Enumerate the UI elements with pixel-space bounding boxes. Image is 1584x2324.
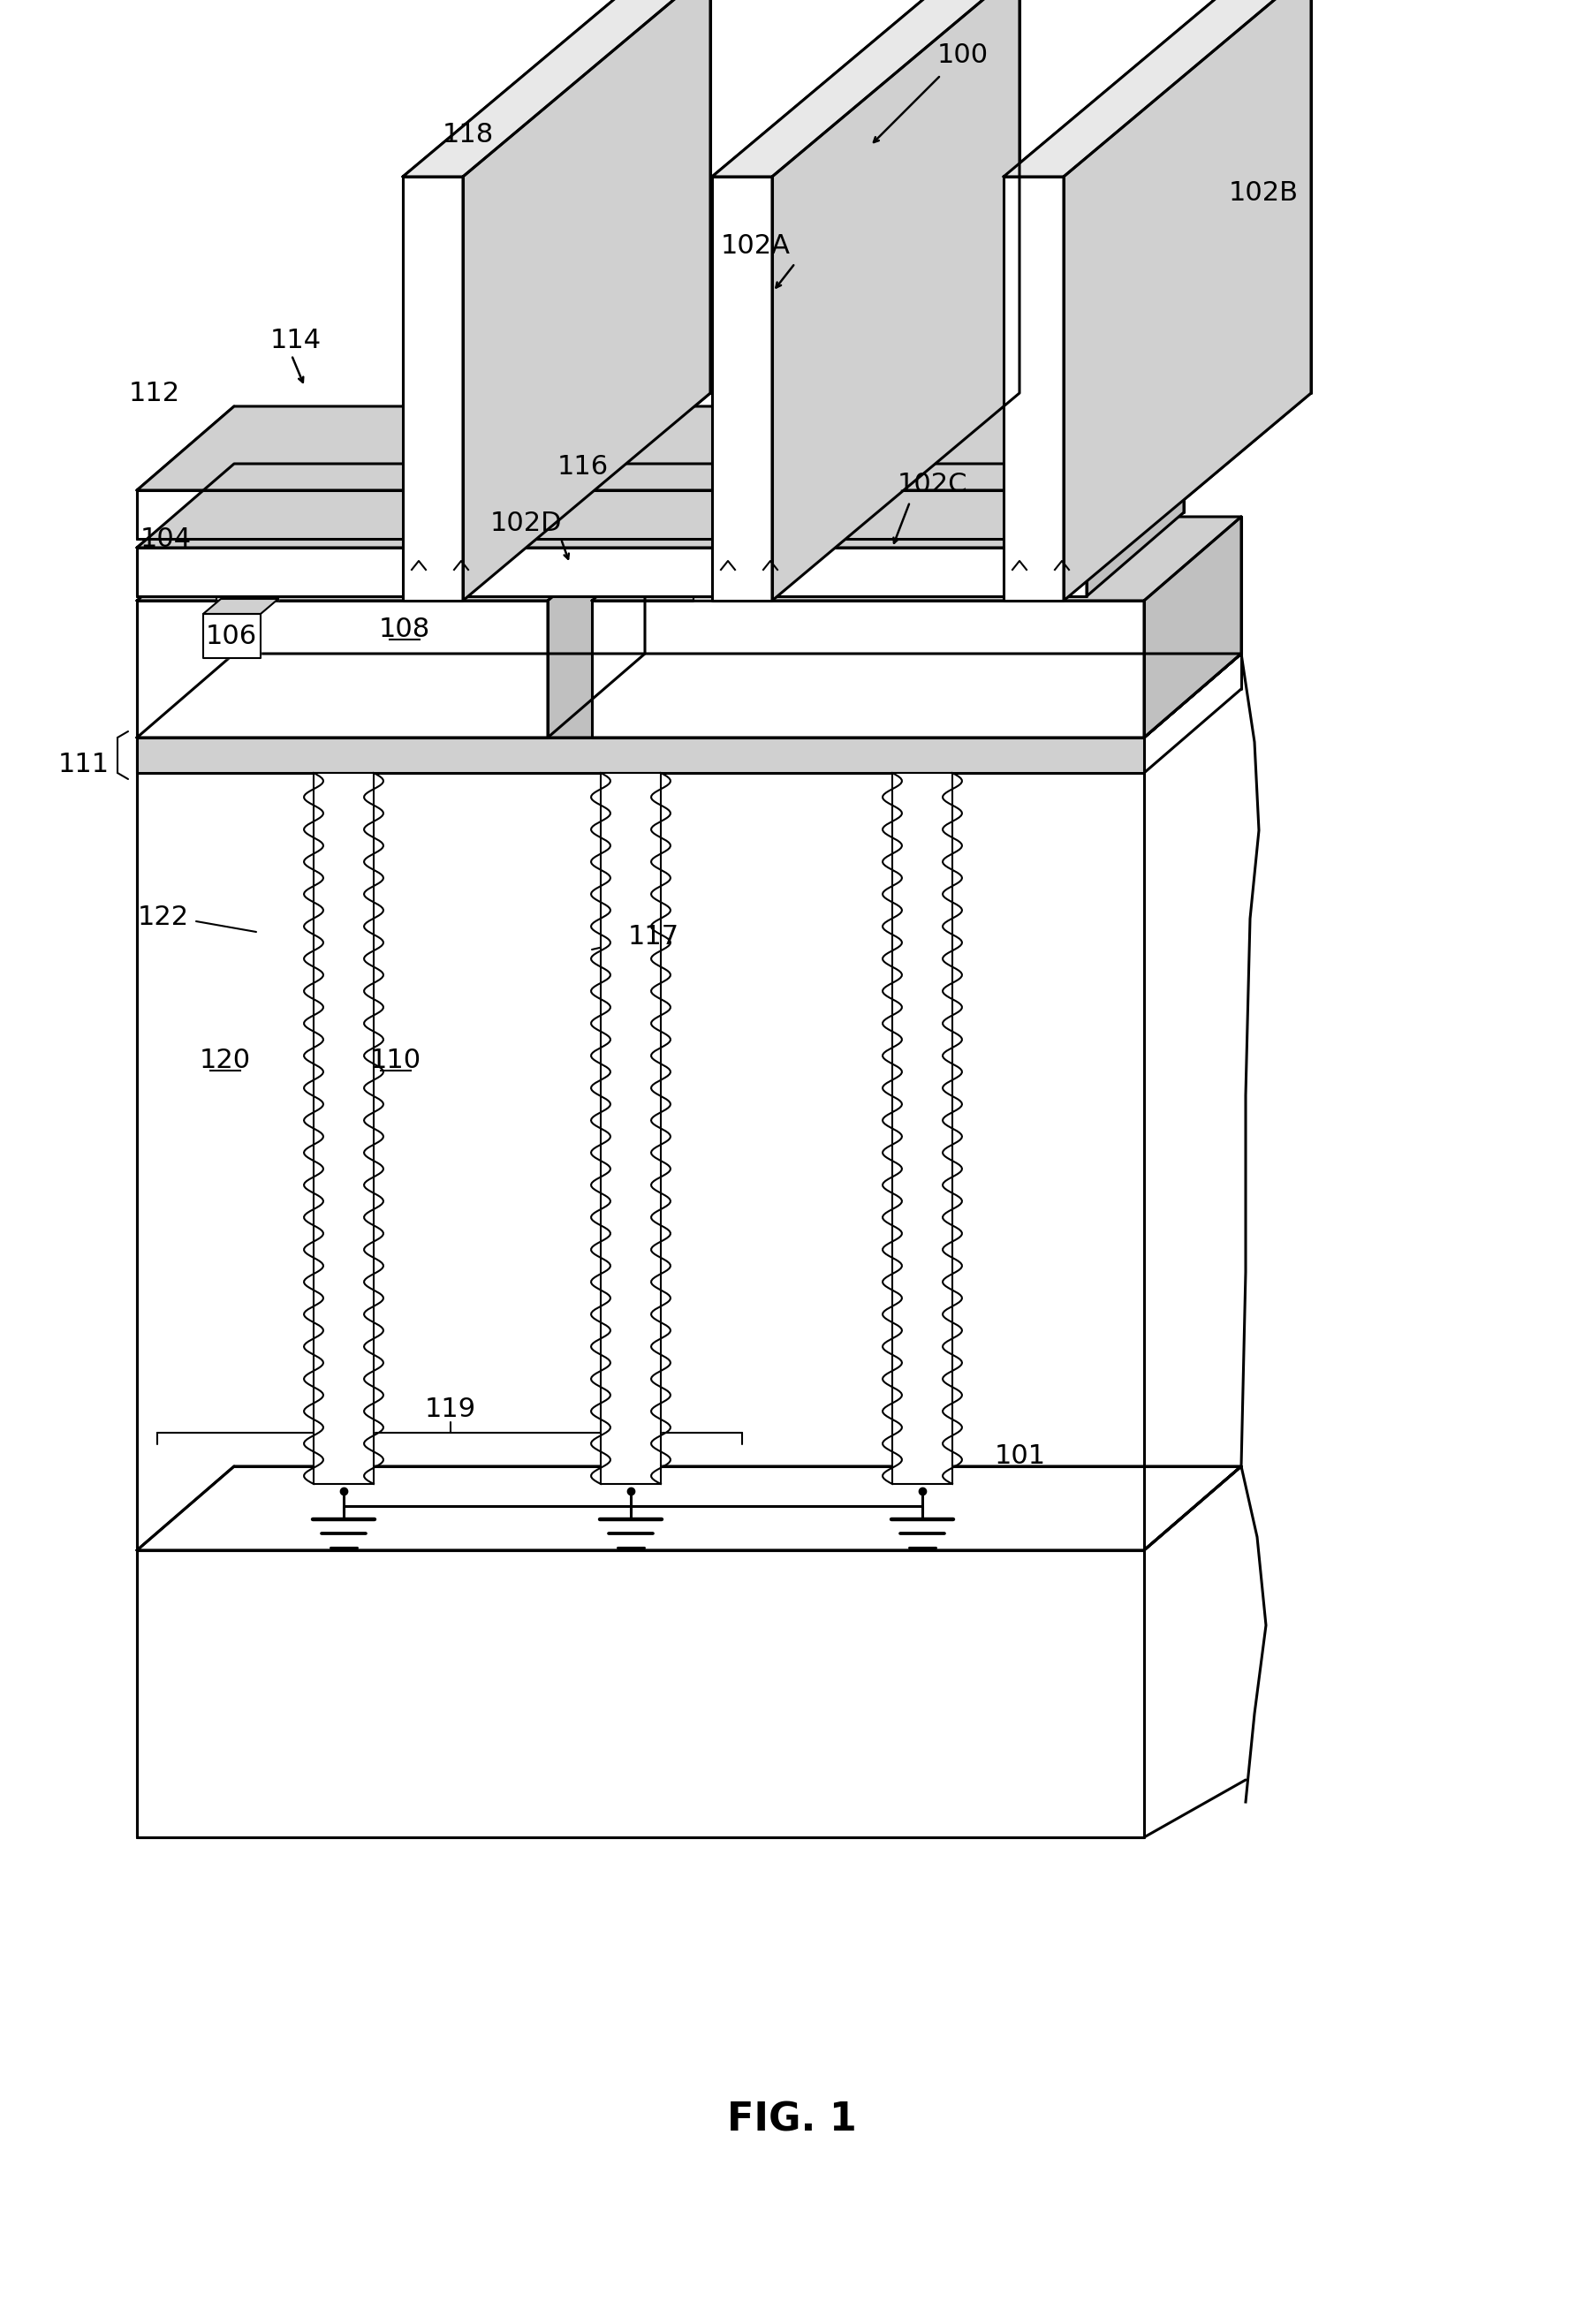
Polygon shape (136, 490, 1087, 539)
Polygon shape (1087, 407, 1183, 539)
Polygon shape (694, 565, 756, 600)
Polygon shape (314, 774, 374, 1485)
Text: 116: 116 (558, 453, 608, 479)
Polygon shape (136, 548, 1087, 597)
Polygon shape (136, 600, 548, 737)
Text: 102A: 102A (721, 232, 790, 258)
Text: FIG. 1: FIG. 1 (727, 2101, 857, 2138)
Text: 110: 110 (371, 1048, 421, 1074)
Text: 106: 106 (206, 623, 257, 648)
Text: 114: 114 (271, 328, 322, 353)
Polygon shape (136, 465, 1183, 548)
Text: 118: 118 (442, 121, 494, 146)
Polygon shape (713, 177, 771, 600)
Polygon shape (136, 737, 1144, 774)
Text: 102C: 102C (897, 472, 968, 497)
Text: 104: 104 (141, 525, 192, 551)
Text: 108: 108 (379, 616, 431, 641)
Text: 101: 101 (995, 1443, 1045, 1469)
Polygon shape (1004, 0, 1312, 177)
Polygon shape (548, 516, 645, 737)
Polygon shape (136, 737, 1144, 1550)
Polygon shape (402, 177, 463, 600)
Polygon shape (1004, 177, 1064, 600)
Polygon shape (592, 600, 1144, 737)
Polygon shape (892, 774, 952, 1485)
Polygon shape (136, 653, 1242, 737)
Polygon shape (1087, 465, 1183, 597)
Polygon shape (136, 653, 1242, 737)
Text: 119: 119 (425, 1397, 477, 1422)
Polygon shape (694, 551, 773, 565)
Text: 117: 117 (629, 923, 680, 948)
Text: 122: 122 (138, 904, 188, 930)
Polygon shape (217, 565, 279, 600)
Text: 102B: 102B (1229, 179, 1299, 205)
Polygon shape (203, 614, 261, 658)
Polygon shape (136, 516, 645, 600)
Polygon shape (136, 407, 1183, 490)
Polygon shape (217, 551, 296, 565)
Text: 112: 112 (128, 381, 181, 407)
Text: 111: 111 (59, 751, 109, 776)
Text: 120: 120 (200, 1048, 250, 1074)
Polygon shape (592, 516, 1242, 600)
Polygon shape (136, 1550, 1144, 1838)
Polygon shape (402, 0, 710, 177)
Text: 100: 100 (938, 42, 988, 67)
Text: 102D: 102D (489, 509, 562, 537)
Polygon shape (136, 1466, 1242, 1550)
Polygon shape (463, 0, 710, 600)
Polygon shape (713, 0, 1020, 177)
Polygon shape (771, 0, 1020, 600)
Polygon shape (1064, 0, 1312, 600)
Polygon shape (203, 600, 279, 614)
Polygon shape (1144, 516, 1242, 737)
Polygon shape (600, 774, 661, 1485)
